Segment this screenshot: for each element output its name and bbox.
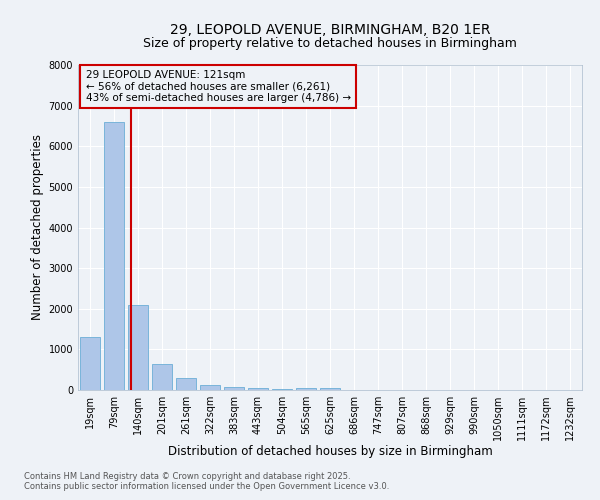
- Text: 29, LEOPOLD AVENUE, BIRMINGHAM, B20 1ER: 29, LEOPOLD AVENUE, BIRMINGHAM, B20 1ER: [170, 22, 490, 36]
- Bar: [104, 122, 124, 390]
- Text: Contains public sector information licensed under the Open Government Licence v3: Contains public sector information licen…: [24, 482, 389, 491]
- Y-axis label: Number of detached properties: Number of detached properties: [31, 134, 44, 320]
- Bar: [248, 388, 268, 390]
- Bar: [272, 389, 292, 390]
- Bar: [80, 337, 100, 390]
- Bar: [200, 384, 220, 390]
- Bar: [296, 388, 316, 390]
- Text: Size of property relative to detached houses in Birmingham: Size of property relative to detached ho…: [143, 38, 517, 51]
- Text: Contains HM Land Registry data © Crown copyright and database right 2025.: Contains HM Land Registry data © Crown c…: [24, 472, 350, 481]
- X-axis label: Distribution of detached houses by size in Birmingham: Distribution of detached houses by size …: [167, 444, 493, 458]
- Bar: [152, 364, 172, 390]
- Bar: [176, 378, 196, 390]
- Bar: [128, 304, 148, 390]
- Bar: [320, 388, 340, 390]
- Bar: [224, 387, 244, 390]
- Text: 29 LEOPOLD AVENUE: 121sqm
← 56% of detached houses are smaller (6,261)
43% of se: 29 LEOPOLD AVENUE: 121sqm ← 56% of detac…: [86, 70, 350, 103]
